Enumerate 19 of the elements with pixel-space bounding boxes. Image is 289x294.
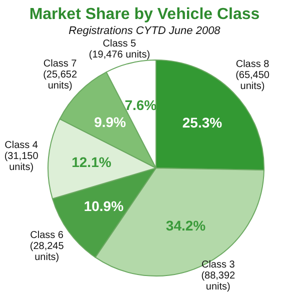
slice-label: Class 3 [201,260,236,270]
data-label: 34.2% [166,217,206,234]
data-label: 25.3% [182,114,223,131]
text: (25,652 units) [43,70,78,92]
slice-label: Class 8 [236,59,270,70]
text: (65,450 units) [236,70,270,92]
data-label: 9.9% [94,114,127,130]
data-label: 10.9% [84,198,124,214]
text: (28,245 units) [30,241,64,264]
chart-title: Market Share by Vehicle Class [29,6,260,23]
text: (19,476 units) [88,50,150,60]
slice-label: Class 5 [102,38,137,50]
slice-label: Class 6 [30,230,64,242]
slice-label: Class 4 [4,140,38,151]
slice-label: Class 7 [43,58,78,70]
chart-subtitle: Registrations CYTD June 2008 [68,25,222,37]
data-label: 12.1% [72,154,112,170]
text: (88,392 units) [201,270,236,292]
text: (31,150 units) [4,150,38,173]
